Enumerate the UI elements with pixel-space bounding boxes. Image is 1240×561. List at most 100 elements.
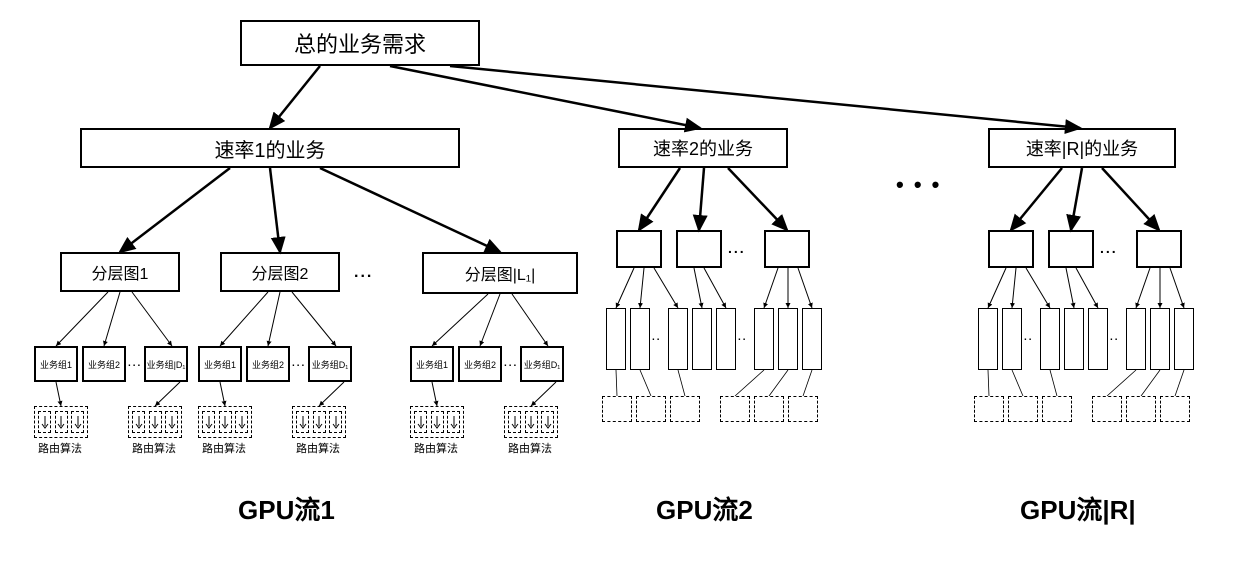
group-node-c2-3: 业务组D₁	[308, 346, 352, 382]
rate-node-3: 速率|R|的业务	[988, 128, 1176, 168]
arrow-10	[1011, 168, 1062, 230]
arrow-9	[728, 168, 787, 230]
group-node-c3-2: 业务组2	[458, 346, 502, 382]
rate-node-1: 速率1的业务	[80, 128, 460, 168]
route-thread-4-2	[313, 411, 326, 433]
gpu-stream-label-3: GPU流|R|	[1020, 490, 1136, 527]
arrow-15	[132, 292, 172, 346]
group-mid-ellipsis-2: ..	[738, 332, 748, 343]
col-to-route-line	[1175, 370, 1184, 396]
route-thread-6-1	[508, 411, 521, 433]
group-mid-col-4	[692, 308, 712, 370]
route-thread-4-3	[329, 411, 342, 433]
col-to-route-line	[735, 370, 764, 396]
group-mid-col-2	[630, 308, 650, 370]
col-to-route-line	[640, 370, 651, 396]
arrow-27	[764, 268, 778, 308]
layer-mid-1	[616, 230, 662, 268]
arrow-4	[120, 168, 230, 252]
group-mid-col-8	[802, 308, 822, 370]
arrow-12	[1102, 168, 1159, 230]
group-right-ellipsis-2: ..	[1110, 332, 1120, 343]
group-node-c3-1: 业务组1	[410, 346, 454, 382]
route-cluster-1	[34, 406, 88, 438]
route-thread-2-2	[149, 411, 162, 433]
arrow-3	[450, 66, 1080, 128]
group-right-col-5	[1088, 308, 1108, 370]
group-right-ellipsis-1: ..	[1024, 332, 1034, 343]
group-node-c2-2: 业务组2	[246, 346, 290, 382]
arrow-29	[798, 268, 812, 308]
arrow-8	[699, 168, 704, 230]
layer-ellipsis-left: ...	[354, 264, 373, 282]
group-node-c2-1: 业务组1	[198, 346, 242, 382]
group-to-route-arrow-c1-1	[56, 382, 61, 406]
arrow-35	[1136, 268, 1150, 308]
route-thread-1-2	[55, 411, 68, 433]
arrow-11	[1071, 168, 1082, 230]
arrow-32	[1026, 268, 1050, 308]
arrow-7	[639, 168, 680, 230]
arrow-21	[512, 294, 548, 346]
route-label-3: 路由算法	[202, 440, 246, 456]
route-cluster-4	[292, 406, 346, 438]
arrow-6	[320, 168, 500, 252]
group-node-c1-1: 业务组1	[34, 346, 78, 382]
group-to-route-arrow-c2-1	[220, 382, 225, 406]
arrow-33	[1066, 268, 1074, 308]
route-thread-2-3	[165, 411, 178, 433]
route-thread-1-1	[38, 411, 51, 433]
arrow-24	[654, 268, 678, 308]
layer-node-1: 分层图1	[60, 252, 180, 292]
route-cluster-5	[410, 406, 464, 438]
arrow-22	[616, 268, 634, 308]
arrow-18	[292, 292, 336, 346]
group-right-col-4	[1064, 308, 1084, 370]
route-right-5	[1126, 396, 1156, 422]
arrow-20	[480, 294, 500, 346]
layer-right-2	[1048, 230, 1094, 268]
route-mid-6	[788, 396, 818, 422]
route-label-5: 路由算法	[414, 440, 458, 456]
group-node-c1-2: 业务组2	[82, 346, 126, 382]
route-mid-5	[754, 396, 784, 422]
arrow-23	[640, 268, 644, 308]
route-right-6	[1160, 396, 1190, 422]
arrow-14	[104, 292, 120, 346]
rate-node-2: 速率2的业务	[618, 128, 788, 168]
col-to-route-line	[678, 370, 685, 396]
group-right-col-8	[1174, 308, 1194, 370]
layer-right-ellipsis: ...	[1100, 240, 1118, 256]
layer-mid-ellipsis: ...	[728, 240, 746, 256]
route-right-2	[1008, 396, 1038, 422]
route-label-6: 路由算法	[508, 440, 552, 456]
group-mid-col-6	[754, 308, 774, 370]
gpu-stream-label-2: GPU流2	[656, 490, 753, 527]
layer-node-2: 分层图2	[220, 252, 340, 292]
route-thread-6-3	[541, 411, 554, 433]
col-to-route-line	[1107, 370, 1136, 396]
route-right-4	[1092, 396, 1122, 422]
root-label: 总的业务需求	[294, 27, 426, 59]
arrow-26	[704, 268, 726, 308]
group-to-route-arrow-c1-2	[155, 382, 180, 406]
route-thread-2-1	[132, 411, 145, 433]
arrow-19	[432, 294, 488, 346]
group-ellipsis-c3: ...	[504, 358, 518, 369]
col-to-route-line	[803, 370, 812, 396]
route-mid-3	[670, 396, 700, 422]
group-right-col-3	[1040, 308, 1060, 370]
arrow-34	[1076, 268, 1098, 308]
arrow-31	[1012, 268, 1016, 308]
route-thread-3-2	[219, 411, 232, 433]
route-thread-5-1	[414, 411, 427, 433]
hierarchy-diagram: 总的业务需求 速率1的业务速率2的业务速率|R|的业务• • • 分层图1分层图…	[20, 20, 1220, 541]
col-to-route-line	[1141, 370, 1160, 396]
group-mid-ellipsis-1: ..	[652, 332, 662, 343]
arrow-16	[220, 292, 268, 346]
group-mid-col-5	[716, 308, 736, 370]
layer-right-3	[1136, 230, 1182, 268]
root-node: 总的业务需求	[240, 20, 480, 66]
group-ellipsis-c1: ...	[128, 358, 142, 369]
group-right-col-2	[1002, 308, 1022, 370]
